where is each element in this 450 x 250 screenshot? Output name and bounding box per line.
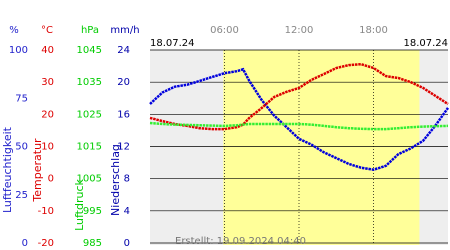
y-tick-label: 20 xyxy=(117,77,130,88)
x-tick-label: 12:00 xyxy=(285,25,314,36)
series-line xyxy=(149,62,449,131)
y-tick-label: -20 xyxy=(38,238,54,249)
axis-title: Niederschlag xyxy=(109,144,122,216)
y-tick-label: 1005 xyxy=(77,174,102,185)
y-tick-label: 100 xyxy=(9,45,28,56)
axis-title: Luftdruck xyxy=(73,178,86,230)
date-start: 18.07.24 xyxy=(150,38,195,49)
y-tick-label: 985 xyxy=(83,238,102,249)
y-tick-label: 995 xyxy=(83,206,102,217)
y-tick-label: 1025 xyxy=(77,109,102,120)
axis-title: Temperatur xyxy=(31,138,44,203)
series-line xyxy=(149,121,449,131)
axis-unit: hPa xyxy=(81,25,99,36)
y-tick-label: 0 xyxy=(22,238,28,249)
axis-unit: mm/h xyxy=(110,25,139,36)
created-note: Erstellt: 19.09.2024 04:40 xyxy=(175,236,306,247)
y-tick-label: 4 xyxy=(124,206,130,217)
y-tick-label: 12 xyxy=(117,142,130,153)
y-tick-label: 40 xyxy=(41,45,54,56)
y-tick-label: -10 xyxy=(38,206,54,217)
x-tick-label: 06:00 xyxy=(210,25,239,36)
y-tick-label: 1015 xyxy=(77,142,102,153)
y-tick-label: 0 xyxy=(48,174,54,185)
y-tick-label: 75 xyxy=(15,93,28,104)
x-tick-label: 18:00 xyxy=(359,25,388,36)
axis-unit: % xyxy=(9,25,19,36)
axis-unit: °C xyxy=(41,25,53,36)
series-line xyxy=(149,67,450,171)
y-tick-label: 25 xyxy=(15,190,28,201)
axis-title: Luftfeuchtigkeit xyxy=(1,126,14,213)
y-tick-label: 30 xyxy=(41,77,54,88)
y-tick-label: 1045 xyxy=(77,45,102,56)
daylight-band xyxy=(223,50,420,245)
y-tick-label: 10 xyxy=(41,142,54,153)
y-tick-label: 50 xyxy=(15,142,28,153)
y-tick-label: 24 xyxy=(117,45,130,56)
date-end: 18.07.24 xyxy=(403,38,448,49)
y-tick-label: 20 xyxy=(41,109,54,120)
y-tick-label: 16 xyxy=(117,109,130,120)
y-tick-label: 8 xyxy=(124,174,130,185)
y-tick-label: 0 xyxy=(124,238,130,249)
y-tick-label: 1035 xyxy=(77,77,102,88)
